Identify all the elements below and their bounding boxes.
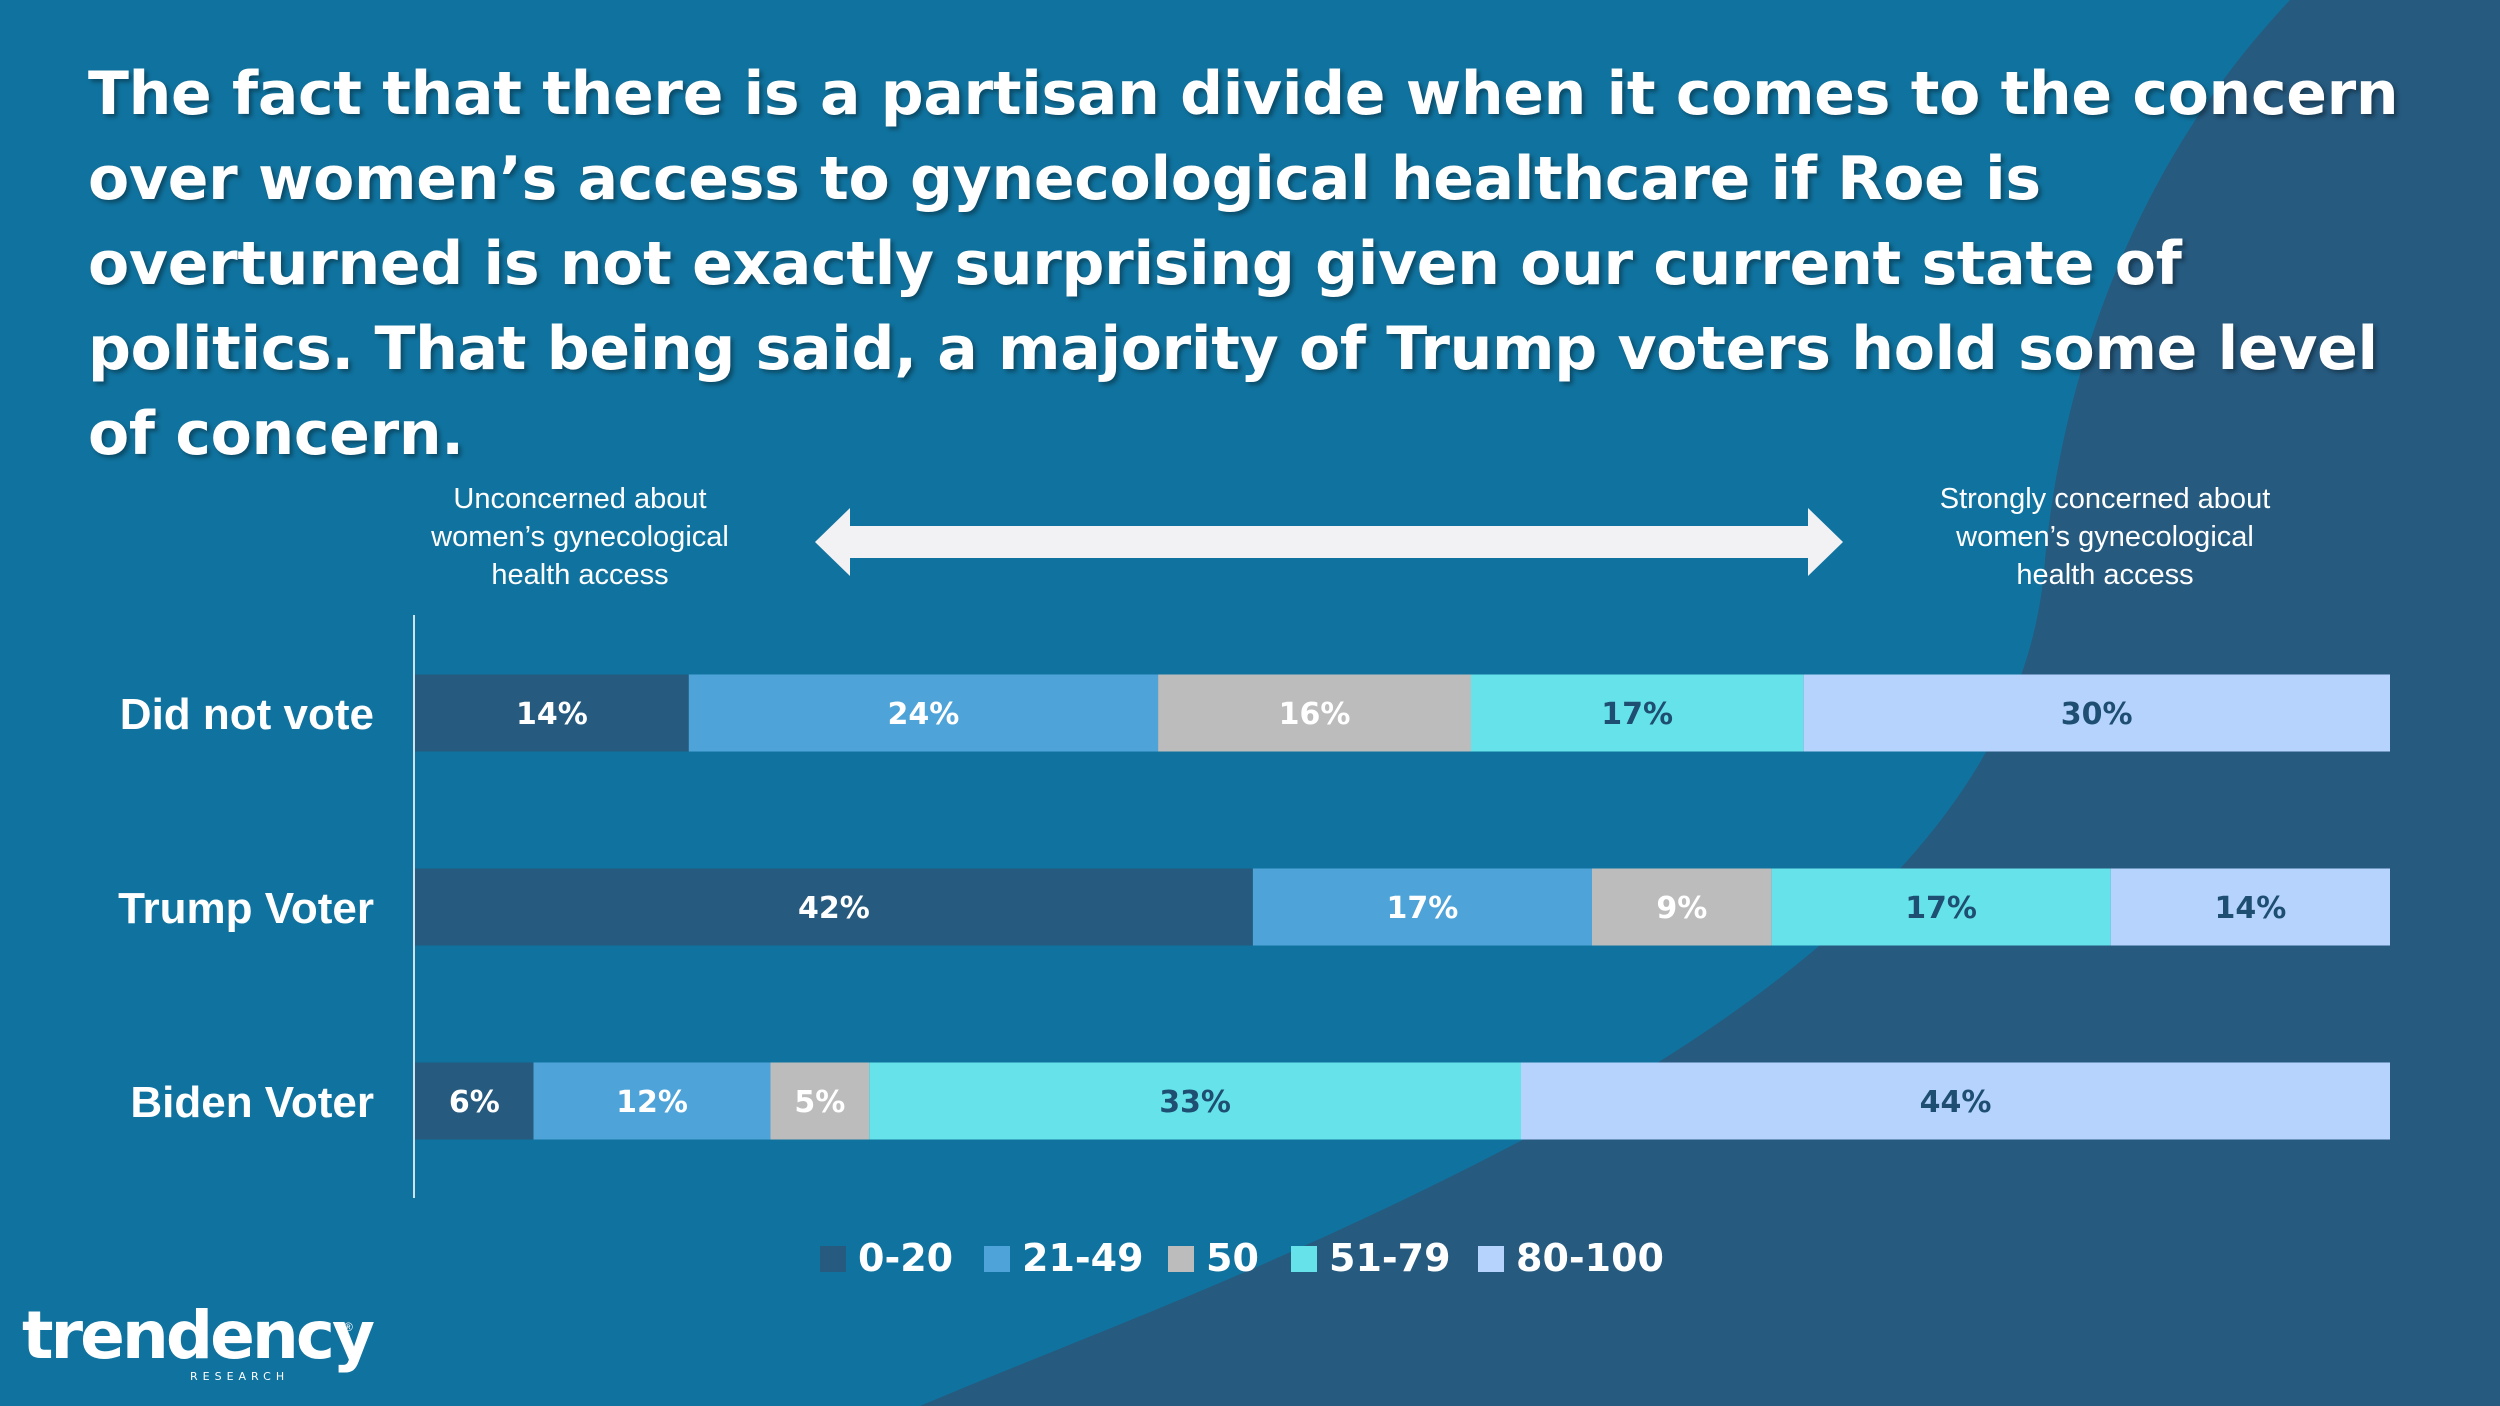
bar-did-not-vote-50	[1158, 674, 1471, 752]
data-label-trump-voter-51-79: 17%	[1905, 891, 1977, 926]
category-label-biden-voter: Biden Voter	[130, 1078, 374, 1127]
bar-biden-voter-50	[770, 1062, 870, 1140]
data-label-biden-voter-51-79: 33%	[1159, 1085, 1231, 1120]
data-label-trump-voter-21-49: 17%	[1386, 891, 1458, 926]
data-label-did-not-vote-0-20: 14%	[516, 697, 588, 732]
legend-swatch-0-20	[820, 1246, 846, 1272]
scale-double-arrow	[815, 508, 1843, 576]
data-label-did-not-vote-50: 16%	[1279, 697, 1351, 732]
bar-trump-voter-0-20	[415, 868, 1253, 946]
data-label-biden-voter-0-20: 6%	[449, 1085, 500, 1120]
data-label-trump-voter-80-100: 14%	[2214, 891, 2286, 926]
legend-label-50: 50	[1206, 1236, 1259, 1280]
bar-did-not-vote-0-20	[415, 674, 689, 752]
legend-label-0-20: 0-20	[858, 1236, 953, 1280]
bar-did-not-vote-80-100	[1803, 674, 2390, 752]
bar-biden-voter-51-79	[869, 1062, 1522, 1140]
legend-label-21-49: 21-49	[1022, 1236, 1144, 1280]
bar-trump-voter-51-79	[1771, 868, 2111, 946]
category-label-trump-voter: Trump Voter	[118, 884, 374, 933]
category-label-did-not-vote: Did not vote	[120, 690, 374, 739]
logo-subtitle: RESEARCH	[190, 1370, 290, 1383]
bar-trump-voter-80-100	[2110, 868, 2390, 946]
bar-biden-voter-21-49	[533, 1062, 771, 1140]
data-label-biden-voter-80-100: 44%	[1920, 1085, 1992, 1120]
legend-label-51-79: 51-79	[1329, 1236, 1451, 1280]
legend-swatch-51-79	[1291, 1246, 1317, 1272]
bar-trump-voter-21-49	[1252, 868, 1592, 946]
headline: The fact that there is a partisan divide…	[88, 59, 2399, 469]
brand-logo: trendency RESEARCH ®	[22, 1300, 375, 1390]
data-label-did-not-vote-21-49: 24%	[887, 697, 959, 732]
scale-left-label: Unconcerned about women’s gynecological …	[431, 483, 729, 591]
legend-swatch-80-100	[1478, 1246, 1504, 1272]
bar-biden-voter-80-100	[1521, 1062, 2390, 1140]
data-label-did-not-vote-80-100: 30%	[2061, 697, 2133, 732]
legend-swatch-50	[1168, 1246, 1194, 1272]
bar-did-not-vote-21-49	[688, 674, 1159, 752]
data-label-did-not-vote-51-79: 17%	[1601, 697, 1673, 732]
data-label-biden-voter-50: 5%	[794, 1085, 845, 1120]
bar-did-not-vote-51-79	[1470, 674, 1804, 752]
data-label-trump-voter-0-20: 42%	[798, 891, 870, 926]
bar-trump-voter-50	[1592, 868, 1772, 946]
logo-registered-mark: ®	[344, 1320, 353, 1334]
legend-swatch-21-49	[984, 1246, 1010, 1272]
scale-right-label: Strongly concerned about women’s gynecol…	[1939, 483, 2271, 591]
data-label-trump-voter-50: 9%	[1656, 891, 1707, 926]
legend-label-80-100: 80-100	[1516, 1236, 1664, 1280]
bar-biden-voter-0-20	[415, 1062, 534, 1140]
background-wave	[920, 0, 2500, 1406]
logo-wordmark: trendency	[22, 1297, 375, 1374]
data-label-biden-voter-21-49: 12%	[616, 1085, 688, 1120]
